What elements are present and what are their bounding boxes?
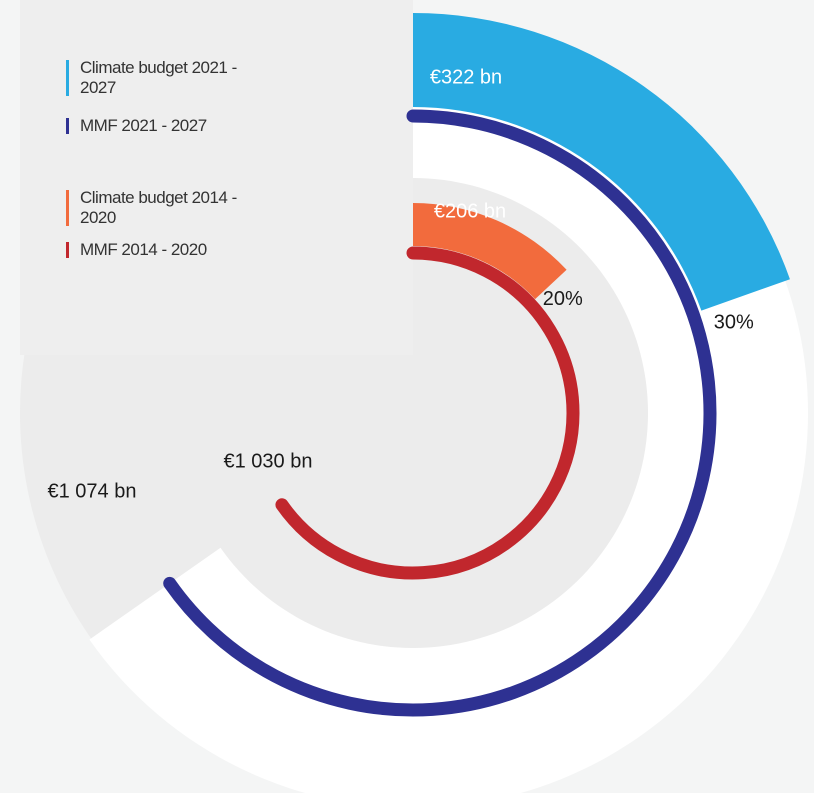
legend-panel <box>20 0 413 355</box>
mmf-arc <box>163 109 717 717</box>
share-label: 20% <box>543 288 583 310</box>
legend-label: MMF 2014 - 2020 <box>80 240 207 259</box>
legend-item: Climate budget 2014 - 2020 <box>66 188 255 228</box>
share-label: 30% <box>714 311 754 333</box>
legend-swatch <box>66 190 69 226</box>
total-label: €1 074 bn <box>48 480 137 502</box>
legend-item: MMF 2021 - 2027 <box>66 116 255 136</box>
climate-arc <box>413 13 790 311</box>
legend-item: MMF 2014 - 2020 <box>66 240 255 260</box>
legend-item: Climate budget 2021 - 2027 <box>66 58 255 98</box>
value-label: €206 bn <box>434 200 506 222</box>
climate-arc <box>413 203 567 300</box>
mmf-arc <box>275 246 580 580</box>
value-label: €322 bn <box>430 66 502 88</box>
legend-swatch <box>66 242 69 258</box>
legend-label: Climate budget 2014 - 2020 <box>80 188 237 227</box>
legend-label: MMF 2021 - 2027 <box>80 116 207 135</box>
legend-swatch <box>66 60 69 96</box>
total-label: €1 030 bn <box>224 450 313 472</box>
legend-swatch <box>66 118 69 134</box>
legend-label: Climate budget 2021 - 2027 <box>80 58 237 97</box>
